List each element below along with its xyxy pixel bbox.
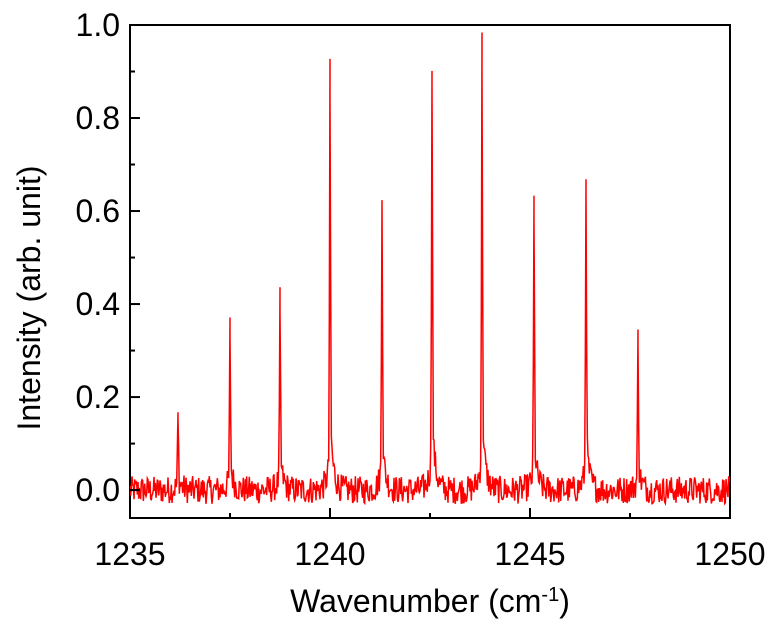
x-tick-label: 1240 [294, 536, 365, 572]
series-layer [130, 32, 730, 507]
x-tick-label: 1235 [94, 536, 165, 572]
y-tick-label: 0.2 [76, 379, 120, 415]
ticks-layer [129, 24, 731, 518]
x-tick-label: 1250 [694, 536, 765, 572]
labels-layer: 1235 1240 1245 1250 0.0 0.2 0.4 0.6 0.8 1.0 [76, 7, 766, 572]
x-tick-label: 1245 [494, 536, 565, 572]
y-tick-label: 0.4 [76, 286, 120, 322]
y-tick-label: 0.6 [76, 193, 120, 229]
x-axis-title: Wavenumber (cm-1) [290, 583, 570, 619]
y-tick-label: 0.0 [76, 472, 120, 508]
y-tick-label: 0.8 [76, 100, 120, 136]
y-tick-label: 1.0 [76, 7, 120, 43]
spectrum-line [130, 32, 730, 507]
y-axis-title: Intensity (arb. unit) [11, 166, 47, 431]
